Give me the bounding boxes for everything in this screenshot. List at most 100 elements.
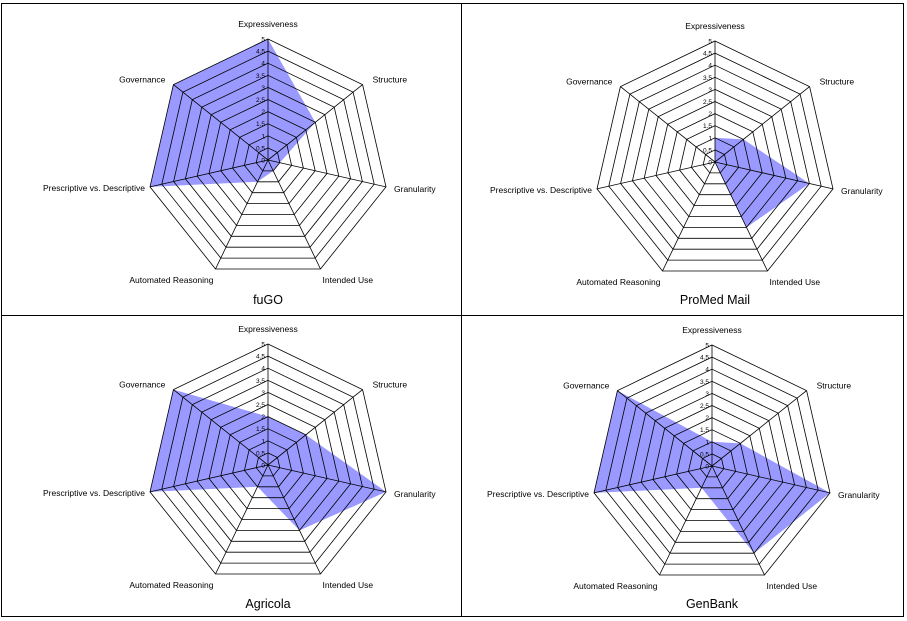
radar-tick-label: 1 xyxy=(261,438,265,445)
radar-grid-ring xyxy=(620,64,810,250)
radar-grid-ring xyxy=(679,125,751,196)
radar-tick-label: 3 xyxy=(708,87,712,94)
radar-panel-agricola: 0 0.5 1 1.5 2 2.5 3 3.5 4 4.5 5 Expressiveness Struc… xyxy=(2,316,462,616)
radar-tick-label: 2.5 xyxy=(703,99,712,106)
radar-spoke xyxy=(620,86,716,163)
axis-label-expressiveness: Expressiveness xyxy=(685,21,745,31)
chart-title: Agricola xyxy=(245,597,290,611)
radar-grid-ring xyxy=(149,343,387,575)
radar-spoke xyxy=(215,464,269,575)
axis-label-automated-reasoning: Automated Reasoning xyxy=(129,580,213,590)
radar-grid-ring xyxy=(631,76,799,239)
radar-tick-label: 1 xyxy=(705,439,709,446)
axis-label-structure: Structure xyxy=(373,380,408,390)
chart-title: GenBank xyxy=(686,597,739,611)
radar-tick-label: 0.5 xyxy=(703,147,712,154)
radar-tick-label: 4.5 xyxy=(703,51,712,58)
chart-grid: 0 0.5 1 1.5 2 2.5 3 3.5 4 4.5 5 Expressiveness Struc… xyxy=(1,3,904,617)
radar-grid-ring xyxy=(652,405,772,521)
axis-label-intended-use: Intended Use xyxy=(770,277,821,287)
radar-grid-ring xyxy=(676,429,748,500)
radar-chart-fugo: 0 0.5 1 1.5 2 2.5 3 3.5 4 4.5 5 Expressiveness Struc… xyxy=(43,19,436,307)
radar-grid-ring xyxy=(243,440,293,488)
radar-spoke xyxy=(714,86,810,163)
axis-label-prescriptive-vs-descriptive: Prescriptive vs. Descriptive xyxy=(490,185,592,195)
radar-grid-ring xyxy=(667,113,763,207)
radar-tick-label: 0.5 xyxy=(700,451,709,458)
radar-tick-label: 5 xyxy=(261,37,265,44)
radar-grid-ring xyxy=(196,391,340,531)
radar-tick-label: 4.5 xyxy=(256,354,265,361)
radar-spoke xyxy=(714,161,834,190)
radar-chart-agricola: 0 0.5 1 1.5 2 2.5 3 3.5 4 4.5 5 Expressiveness Struc… xyxy=(43,324,436,611)
chart-title: ProMed Mail xyxy=(680,293,750,307)
axis-label-structure: Structure xyxy=(817,381,852,391)
radar-grid-ring xyxy=(161,50,375,259)
radar-spoke xyxy=(149,464,269,493)
radar-tick-label: 0 xyxy=(261,463,265,470)
radar-spoke xyxy=(267,389,363,466)
radar-panel-promed-mail: 0 0.5 1 1.5 2 2.5 3 3.5 4 4.5 5 Expressiveness Struc… xyxy=(462,4,903,316)
axis-label-expressiveness: Expressiveness xyxy=(682,325,742,335)
radar-grid-ring xyxy=(702,149,728,174)
radar-grid-ring xyxy=(664,417,760,511)
radar-tick-label: 3.5 xyxy=(256,378,265,385)
radar-grid-ring xyxy=(596,40,834,272)
radar-grid-ring xyxy=(220,111,316,205)
radar-tick-label: 3.5 xyxy=(703,75,712,82)
axis-label-expressiveness: Expressiveness xyxy=(238,19,298,29)
axis-label-structure: Structure xyxy=(820,77,855,87)
radar-tick-label: 1 xyxy=(708,135,712,142)
radar-grid-ring xyxy=(605,356,819,565)
axis-label-intended-use: Intended Use xyxy=(323,580,374,590)
radar-grid-ring xyxy=(690,137,740,185)
radar-spoke xyxy=(662,161,716,272)
axis-label-intended-use: Intended Use xyxy=(323,275,374,285)
radar-tick-label: 4 xyxy=(261,61,265,68)
radar-spoke xyxy=(714,161,768,272)
radar-spoke xyxy=(173,84,269,161)
radar-spoke xyxy=(173,389,269,466)
radar-grid-ring xyxy=(208,99,328,215)
radar-grid-ring xyxy=(640,392,784,532)
radar-spoke xyxy=(215,159,269,270)
radar-grid-ring xyxy=(232,428,304,499)
radar-data-area xyxy=(150,39,316,187)
radar-tick-label: 4.5 xyxy=(256,49,265,56)
radar-grid-ring xyxy=(628,380,796,543)
radar-panel-fugo: 0 0.5 1 1.5 2 2.5 3 3.5 4 4.5 5 Expressiveness Struc… xyxy=(2,4,462,316)
radar-tick-label: 0 xyxy=(261,158,265,165)
radar-grid-ring xyxy=(161,355,375,564)
radar-tick-label: 3 xyxy=(261,390,265,397)
radar-spoke xyxy=(711,465,831,494)
axis-label-intended-use: Intended Use xyxy=(767,581,818,591)
radar-grid-ring xyxy=(687,441,737,489)
axis-label-governance: Governance xyxy=(563,381,610,391)
radar-tick-label: 2.5 xyxy=(700,403,709,410)
radar-grid-ring xyxy=(149,38,387,270)
radar-grid-ring xyxy=(220,416,316,510)
radar-grid-ring xyxy=(255,147,281,172)
radar-tick-label: 5 xyxy=(261,342,265,349)
radar-spoke xyxy=(596,161,716,190)
radar-tick-label: 0 xyxy=(708,160,712,167)
radar-tick-label: 3.5 xyxy=(256,73,265,80)
radar-tick-label: 5 xyxy=(705,343,709,350)
radar-tick-label: 0.5 xyxy=(256,450,265,457)
radar-tick-label: 2 xyxy=(708,111,712,118)
radar-data-area xyxy=(597,137,810,228)
radar-grid-ring xyxy=(617,368,807,554)
radar-spoke xyxy=(267,464,387,493)
axis-label-granularity: Granularity xyxy=(838,490,880,500)
radar-grid-ring xyxy=(699,453,725,478)
radar-tick-label: 1.5 xyxy=(256,426,265,433)
radar-tick-label: 3.5 xyxy=(700,379,709,386)
radar-grid-ring xyxy=(184,74,352,237)
axis-label-prescriptive-vs-descriptive: Prescriptive vs. Descriptive xyxy=(487,489,589,499)
axis-label-prescriptive-vs-descriptive: Prescriptive vs. Descriptive xyxy=(43,183,145,193)
radar-spoke xyxy=(617,390,713,467)
axis-label-automated-reasoning: Automated Reasoning xyxy=(573,581,657,591)
radar-panel-genbank: 0 0.5 1 1.5 2 2.5 3 3.5 4 4.5 5 Expressiveness Struc… xyxy=(462,316,903,616)
radar-tick-label: 1 xyxy=(261,133,265,140)
radar-grid-ring xyxy=(196,86,340,226)
